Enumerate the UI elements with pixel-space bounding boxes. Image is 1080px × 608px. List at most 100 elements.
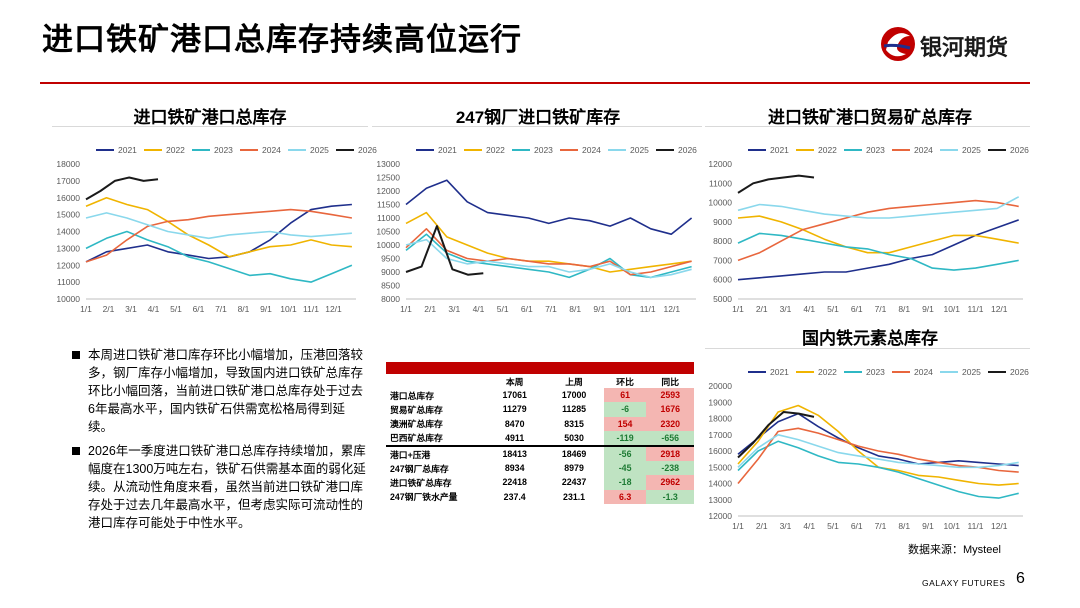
legend-label: 2025 bbox=[962, 367, 981, 377]
data-source: 数据来源：Mysteel bbox=[908, 544, 1001, 556]
bullet-item: 2026年一季度进口铁矿港口总库存持续增加，累库幅度在1300万吨左右，铁矿石供… bbox=[60, 442, 366, 532]
y-tick-label: 6000 bbox=[713, 275, 732, 285]
table-row: 巴西矿总库存 4911 5030 -119 -656 bbox=[386, 430, 694, 446]
table-cell-yoy: 2918 bbox=[646, 444, 694, 462]
y-tick-label: 9000 bbox=[381, 267, 400, 277]
x-tick-label: 12/1 bbox=[664, 304, 681, 314]
x-tick-label: 5/1 bbox=[827, 304, 839, 314]
chart-port-inventory: 2021 2022 2023 2024 2025 20261000011000120001… bbox=[56, 145, 377, 314]
x-tick-label: 11/1 bbox=[968, 521, 984, 531]
logo-text: 银河期货 bbox=[920, 35, 1009, 60]
y-tick-label: 17000 bbox=[56, 176, 80, 186]
x-tick-label: 2/1 bbox=[103, 304, 115, 314]
x-tick-label: 7/1 bbox=[215, 304, 227, 314]
table-cell-label: 巴西矿总库存 bbox=[390, 433, 443, 444]
chart-legend: 2021 2022 2023 2024 2025 2026 bbox=[96, 145, 377, 155]
x-tick-label: 3/1 bbox=[448, 304, 460, 314]
x-tick-label: 6/1 bbox=[851, 521, 863, 531]
legend-label: 2024 bbox=[914, 367, 933, 377]
table-header: 环比 bbox=[616, 376, 634, 387]
chart-title-port-inventory: 进口铁矿港口总库存 bbox=[133, 108, 287, 127]
x-tick-label: 8/1 bbox=[898, 304, 910, 314]
series-line-2022 bbox=[737, 404, 1019, 486]
legend-label: 2025 bbox=[962, 145, 981, 155]
chart-divider bbox=[52, 126, 368, 127]
legend-label: 2026 bbox=[1010, 367, 1029, 377]
page-title: 进口铁矿港口总库存持续高位运行 bbox=[42, 22, 522, 57]
x-tick-label: 12/1 bbox=[991, 304, 1008, 314]
table-cell-yoy: -238 bbox=[646, 461, 694, 476]
x-tick-label: 4/1 bbox=[803, 304, 815, 314]
galaxy-logo-icon bbox=[881, 27, 915, 61]
x-tick-label: 9/1 bbox=[922, 304, 934, 314]
y-tick-label: 13000 bbox=[56, 243, 80, 253]
y-tick-label: 16000 bbox=[56, 193, 80, 203]
x-tick-label: 12/1 bbox=[325, 304, 342, 314]
table-cell-yoy: -1.3 bbox=[646, 489, 694, 504]
table-cell-yoy: 2320 bbox=[646, 416, 694, 431]
x-tick-label: 12/1 bbox=[991, 521, 1008, 531]
inventory-table: 本周 上周 环比 同比 港口总库存 17061 17000 61 2593 贸易矿总库存 1… bbox=[386, 362, 694, 504]
legend-label: 2021 bbox=[438, 145, 457, 155]
table-cell-cur: 4911 bbox=[505, 432, 525, 443]
legend-label: 2025 bbox=[310, 145, 329, 155]
chart-title-trade-ore-inventory: 进口铁矿港口贸易矿总库存 bbox=[768, 108, 972, 127]
series-line-2025 bbox=[85, 212, 352, 240]
table-cell-label: 进口铁矿总库存 bbox=[390, 477, 452, 488]
legend-label: 2021 bbox=[118, 145, 137, 155]
series-line-2026 bbox=[85, 176, 159, 201]
chart-legend: 2021 2022 2023 2024 2025 2026 bbox=[748, 367, 1029, 377]
legend-label: 2022 bbox=[818, 367, 837, 377]
table-cell-label: 247钢厂总库存 bbox=[390, 463, 449, 474]
x-tick-label: 4/1 bbox=[803, 521, 815, 531]
table-row: 港口总库存 17061 17000 61 2593 bbox=[386, 388, 694, 403]
table-cell-label: 澳洲矿总库存 bbox=[390, 419, 443, 430]
series-line-2021 bbox=[85, 203, 352, 263]
series-line-2021 bbox=[737, 219, 1019, 281]
x-tick-label: 1/1 bbox=[400, 304, 412, 314]
y-tick-label: 12000 bbox=[376, 186, 400, 196]
series-line-2023 bbox=[85, 230, 353, 283]
x-tick-label: 7/1 bbox=[875, 304, 887, 314]
y-tick-label: 12000 bbox=[56, 260, 80, 270]
series-line-2021 bbox=[737, 412, 1019, 467]
y-tick-label: 10000 bbox=[56, 294, 80, 304]
table-row: 247钢厂总库存 8934 8979 -45 -238 bbox=[386, 461, 694, 476]
table-header: 本周 bbox=[505, 376, 524, 387]
x-tick-label: 8/1 bbox=[238, 304, 250, 314]
x-tick-label: 6/1 bbox=[193, 304, 205, 314]
series-line-2026 bbox=[737, 411, 815, 459]
x-axis: 1/1 2/1 3/1 4/1 5/1 6/1 7/1 8/1 9/1 10/1 11/1 12/1 bbox=[80, 304, 342, 314]
chart-divider bbox=[705, 126, 1030, 127]
table-cell-yoy: 2962 bbox=[646, 475, 694, 490]
chart-legend: 2021 2022 2023 2024 2025 2026 bbox=[748, 145, 1029, 155]
x-tick-label: 8/1 bbox=[898, 521, 910, 531]
x-tick-label: 3/1 bbox=[780, 521, 792, 531]
y-tick-label: 14000 bbox=[56, 227, 80, 237]
legend-label: 2024 bbox=[582, 145, 601, 155]
table-cell-prev: 231.1 bbox=[563, 491, 586, 502]
table-row: 进口铁矿总库存 22418 22437 -18 2962 bbox=[386, 475, 694, 490]
footer-brand: GALAXY FUTURES bbox=[922, 578, 1006, 588]
table-cell-wow: 6.3 bbox=[603, 489, 647, 504]
x-tick-label: 9/1 bbox=[593, 304, 605, 314]
page-number: 6 bbox=[1016, 570, 1025, 587]
series-line-2022 bbox=[85, 196, 352, 258]
table-cell-wow: 61 bbox=[603, 388, 647, 403]
x-tick-label: 2/1 bbox=[756, 304, 768, 314]
y-tick-label: 12500 bbox=[376, 173, 400, 183]
table-cell-prev: 17000 bbox=[561, 390, 587, 401]
series-line-2024 bbox=[85, 208, 353, 263]
legend-label: 2023 bbox=[214, 145, 233, 155]
x-tick-label: 5/1 bbox=[827, 521, 839, 531]
y-tick-label: 20000 bbox=[708, 381, 732, 391]
x-tick-label: 10/1 bbox=[615, 304, 632, 314]
table-cell-wow: -56 bbox=[603, 444, 647, 462]
y-tick-label: 14000 bbox=[708, 479, 732, 489]
legend-label: 2026 bbox=[358, 145, 377, 155]
series-line-2024 bbox=[405, 228, 692, 276]
y-tick-label: 10000 bbox=[708, 198, 732, 208]
table-cell-prev: 22437 bbox=[561, 477, 587, 488]
table-cell-cur: 8470 bbox=[504, 418, 525, 429]
series-line-2021 bbox=[405, 179, 693, 235]
